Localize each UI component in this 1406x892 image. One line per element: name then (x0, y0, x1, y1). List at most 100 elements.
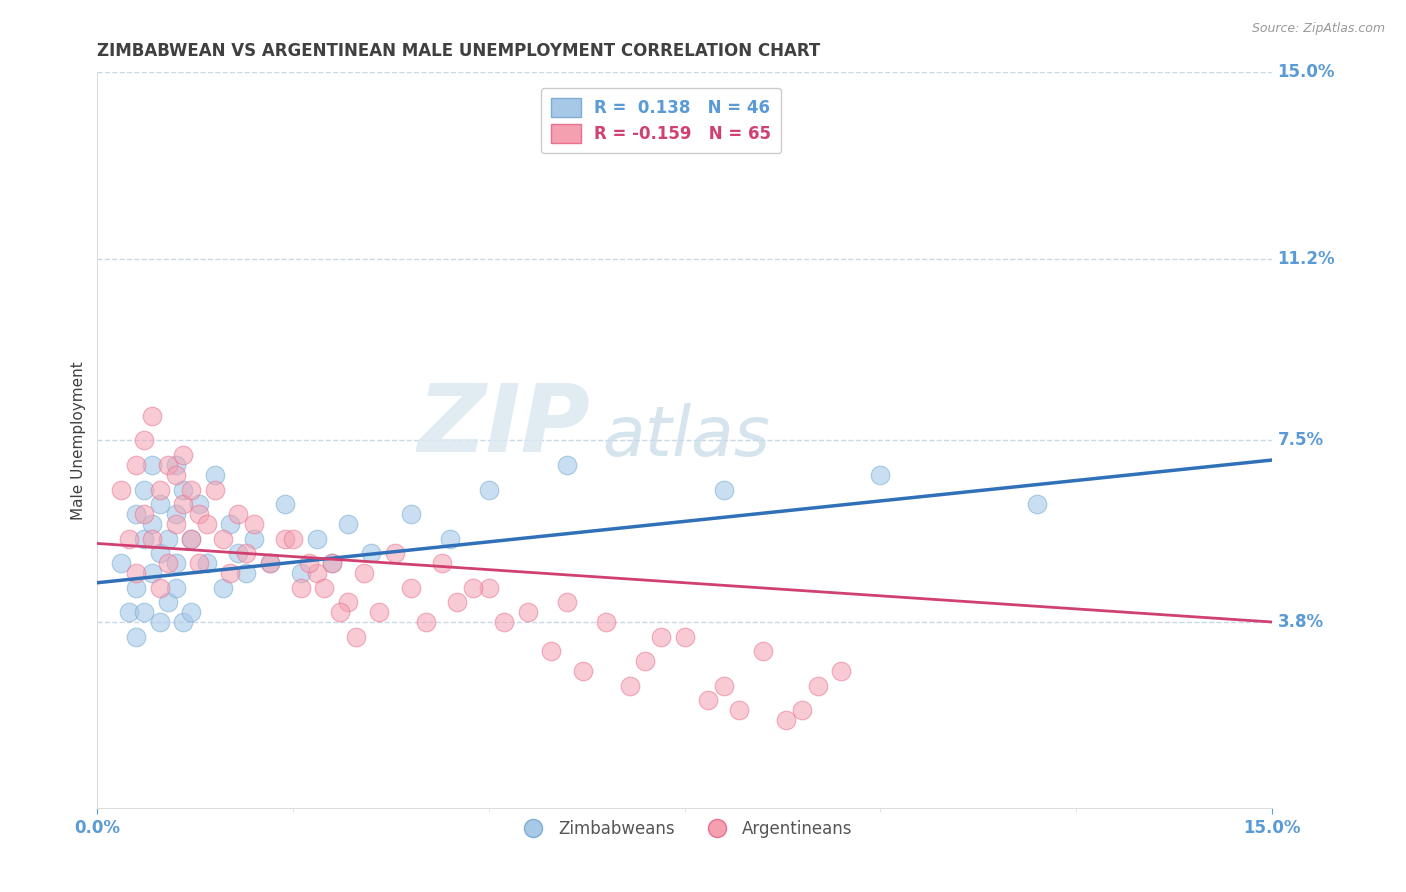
Point (336, 516, 359, 531)
Point (125, 458, 148, 472)
Point (149, 546, 172, 560)
Point (141, 532, 163, 546)
Point (235, 546, 257, 560)
Point (141, 409, 163, 423)
Point (165, 556, 187, 570)
Point (634, 654, 657, 668)
Point (540, 644, 562, 658)
Point (516, 605, 538, 619)
Point (156, 556, 179, 570)
Point (807, 679, 830, 693)
Point (274, 497, 297, 511)
Point (571, 664, 593, 678)
Point (149, 483, 172, 497)
Point (555, 595, 578, 609)
Point (713, 679, 735, 693)
Point (172, 448, 194, 462)
Point (713, 483, 735, 497)
Point (156, 532, 179, 546)
Point (697, 693, 720, 707)
Point (204, 467, 226, 482)
Point (259, 556, 281, 570)
Point (134, 507, 156, 521)
Point (619, 679, 641, 693)
Point (478, 483, 501, 497)
Point (188, 497, 211, 511)
Text: Source: ZipAtlas.com: Source: ZipAtlas.com (1251, 22, 1385, 36)
Point (360, 546, 382, 560)
Point (439, 532, 461, 546)
Point (149, 497, 172, 511)
Point (298, 556, 321, 570)
Point (478, 581, 501, 595)
Point (180, 483, 202, 497)
Point (134, 483, 156, 497)
Point (172, 483, 194, 497)
Point (180, 605, 202, 619)
Point (211, 532, 233, 546)
Point (180, 532, 202, 546)
Point (118, 532, 141, 546)
Legend: Zimbabweans, Argentineans: Zimbabweans, Argentineans (510, 813, 859, 844)
Text: atlas: atlas (602, 403, 770, 470)
Point (305, 532, 328, 546)
Point (134, 434, 156, 448)
Point (274, 532, 297, 546)
Text: ZIP: ZIP (418, 380, 591, 472)
Point (165, 507, 187, 521)
Text: ZIMBABWEAN VS ARGENTINEAN MALE UNEMPLOYMENT CORRELATION CHART: ZIMBABWEAN VS ARGENTINEAN MALE UNEMPLOYM… (97, 42, 821, 60)
Point (290, 566, 312, 580)
Point (226, 507, 249, 521)
Point (650, 630, 672, 644)
Point (290, 581, 312, 595)
Point (494, 615, 516, 629)
Point (165, 516, 187, 531)
Point (219, 566, 242, 580)
Point (180, 532, 202, 546)
Point (149, 615, 172, 629)
Point (673, 630, 696, 644)
Point (134, 532, 156, 546)
Point (156, 595, 179, 609)
Point (195, 556, 218, 570)
Point (165, 467, 187, 482)
Text: 3.8%: 3.8% (1278, 613, 1323, 631)
Point (321, 556, 343, 570)
Point (110, 483, 132, 497)
Point (149, 581, 172, 595)
Point (110, 556, 132, 570)
Point (399, 507, 422, 521)
Point (125, 566, 148, 580)
Point (165, 581, 187, 595)
Point (321, 556, 343, 570)
Text: 15.0%: 15.0% (1278, 63, 1336, 81)
Point (156, 458, 179, 472)
Point (384, 546, 406, 560)
Point (463, 581, 485, 595)
Point (1025, 497, 1047, 511)
Point (281, 532, 304, 546)
Point (446, 595, 468, 609)
Point (329, 605, 352, 619)
Point (399, 581, 422, 595)
Point (134, 605, 156, 619)
Point (314, 581, 336, 595)
Point (141, 458, 163, 472)
Point (368, 605, 391, 619)
Point (243, 516, 266, 531)
Point (195, 516, 218, 531)
Y-axis label: Male Unemployment: Male Unemployment (72, 361, 86, 520)
Text: 11.2%: 11.2% (1278, 250, 1336, 268)
Point (869, 467, 891, 482)
Point (141, 516, 163, 531)
Point (259, 556, 281, 570)
Point (118, 605, 141, 619)
Text: 7.5%: 7.5% (1278, 432, 1323, 450)
Point (336, 595, 359, 609)
Point (344, 630, 367, 644)
Point (775, 713, 797, 727)
Point (125, 581, 148, 595)
Point (243, 532, 266, 546)
Point (728, 703, 751, 717)
Point (125, 507, 148, 521)
